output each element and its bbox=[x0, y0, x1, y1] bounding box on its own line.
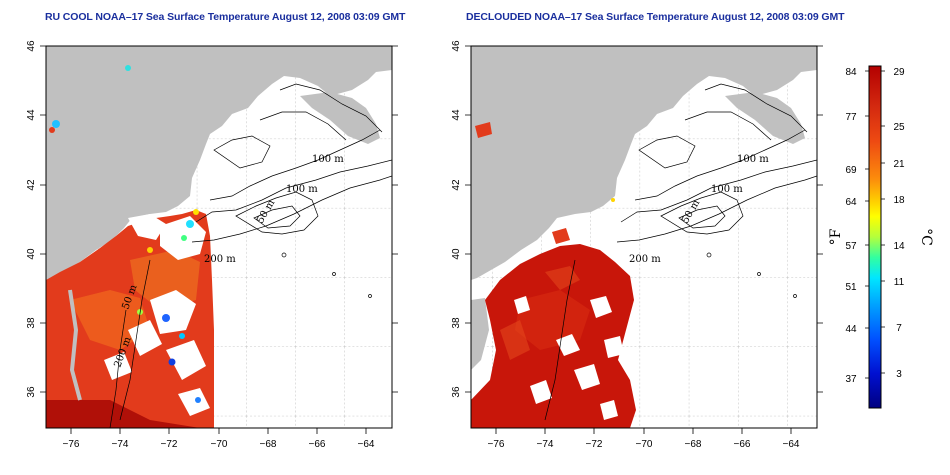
svg-text:18: 18 bbox=[893, 195, 905, 206]
land-mass bbox=[46, 46, 392, 280]
colorbar-ticks bbox=[865, 70, 885, 379]
svg-text:44: 44 bbox=[845, 324, 857, 335]
svg-text:−74: −74 bbox=[537, 439, 554, 450]
nova-scotia bbox=[300, 92, 380, 144]
cloud-holes bbox=[514, 296, 624, 420]
land-mass bbox=[471, 46, 817, 280]
svg-text:38: 38 bbox=[451, 317, 462, 329]
y-tick-labels: 46 44 42 40 38 36 bbox=[451, 40, 462, 398]
celsius-unit-label: °C bbox=[918, 228, 934, 246]
svg-text:21: 21 bbox=[893, 159, 905, 170]
panel-title-left: RU COOL NOAA–17 Sea Surface Temperature … bbox=[45, 11, 406, 23]
svg-text:−70: −70 bbox=[636, 439, 653, 450]
svg-text:−72: −72 bbox=[161, 439, 178, 450]
svg-text:36: 36 bbox=[26, 386, 37, 398]
svg-text:36: 36 bbox=[451, 386, 462, 398]
nova-scotia bbox=[725, 92, 805, 144]
svg-text:3: 3 bbox=[896, 369, 902, 380]
svg-text:100 m: 100 m bbox=[286, 184, 318, 195]
axis-ticks bbox=[40, 45, 398, 434]
svg-text:40: 40 bbox=[451, 248, 462, 260]
svg-text:−70: −70 bbox=[211, 439, 228, 450]
svg-text:100 m: 100 m bbox=[737, 154, 769, 165]
svg-text:46: 46 bbox=[451, 40, 462, 52]
svg-text:42: 42 bbox=[451, 179, 462, 191]
svg-text:51: 51 bbox=[845, 282, 857, 293]
cloud-cover bbox=[104, 214, 210, 416]
svg-text:−68: −68 bbox=[260, 439, 277, 450]
colorbar: 84 77 69 64 57 51 44 37 29 25 21 18 14 1… bbox=[828, 65, 934, 409]
svg-text:40: 40 bbox=[26, 248, 37, 260]
svg-text:100 m: 100 m bbox=[711, 184, 743, 195]
svg-text:37: 37 bbox=[845, 374, 857, 385]
fahrenheit-unit-label: °F bbox=[828, 228, 844, 245]
x-tick-labels: −76 −74 −72 −70 −68 −66 −64 bbox=[488, 439, 800, 450]
svg-text:25: 25 bbox=[893, 122, 905, 133]
axis-ticks bbox=[465, 45, 823, 434]
map-panel-right: 100 m 100 m 50 m 200 m −76 −74 −72 −70 −… bbox=[451, 40, 823, 450]
svg-text:57: 57 bbox=[845, 241, 857, 252]
map-panel-left: 100 m 100 m 50 m 200 m 50 m 200 m −76 −7… bbox=[26, 40, 398, 450]
svg-text:29: 29 bbox=[893, 67, 905, 78]
svg-text:−72: −72 bbox=[586, 439, 603, 450]
svg-text:44: 44 bbox=[451, 109, 462, 121]
svg-text:−64: −64 bbox=[783, 439, 800, 450]
colorbar-gradient bbox=[868, 65, 882, 409]
svg-text:100 m: 100 m bbox=[312, 154, 344, 165]
x-tick-labels: −76 −74 −72 −70 −68 −66 −64 bbox=[63, 439, 375, 450]
svg-text:200 m: 200 m bbox=[629, 254, 661, 265]
bathymetry-contours bbox=[109, 83, 392, 428]
coast-south bbox=[471, 298, 489, 370]
svg-text:−64: −64 bbox=[358, 439, 375, 450]
svg-text:7: 7 bbox=[896, 323, 902, 334]
fahrenheit-labels: 84 77 69 64 57 51 44 37 bbox=[845, 67, 857, 385]
svg-text:200 m: 200 m bbox=[204, 254, 236, 265]
svg-text:84: 84 bbox=[845, 67, 857, 78]
svg-text:−76: −76 bbox=[63, 439, 80, 450]
svg-text:44: 44 bbox=[26, 109, 37, 121]
svg-text:42: 42 bbox=[26, 179, 37, 191]
celsius-labels: 29 25 21 18 14 11 7 3 bbox=[893, 67, 905, 380]
svg-text:−66: −66 bbox=[734, 439, 751, 450]
bathymetry-contours bbox=[544, 83, 817, 421]
svg-text:69: 69 bbox=[845, 165, 857, 176]
svg-text:14: 14 bbox=[893, 241, 905, 252]
svg-text:38: 38 bbox=[26, 317, 37, 329]
panel-title-right: DECLOUDED NOAA–17 Sea Surface Temperatur… bbox=[466, 11, 845, 23]
svg-text:−68: −68 bbox=[685, 439, 702, 450]
svg-text:−74: −74 bbox=[112, 439, 129, 450]
svg-text:−76: −76 bbox=[488, 439, 505, 450]
svg-text:−66: −66 bbox=[309, 439, 326, 450]
svg-text:11: 11 bbox=[894, 277, 905, 288]
svg-text:46: 46 bbox=[26, 40, 37, 52]
cold-pixels bbox=[49, 65, 201, 403]
svg-text:77: 77 bbox=[845, 112, 857, 123]
y-tick-labels: 46 44 42 40 38 36 bbox=[26, 40, 37, 398]
svg-text:64: 64 bbox=[845, 197, 857, 208]
